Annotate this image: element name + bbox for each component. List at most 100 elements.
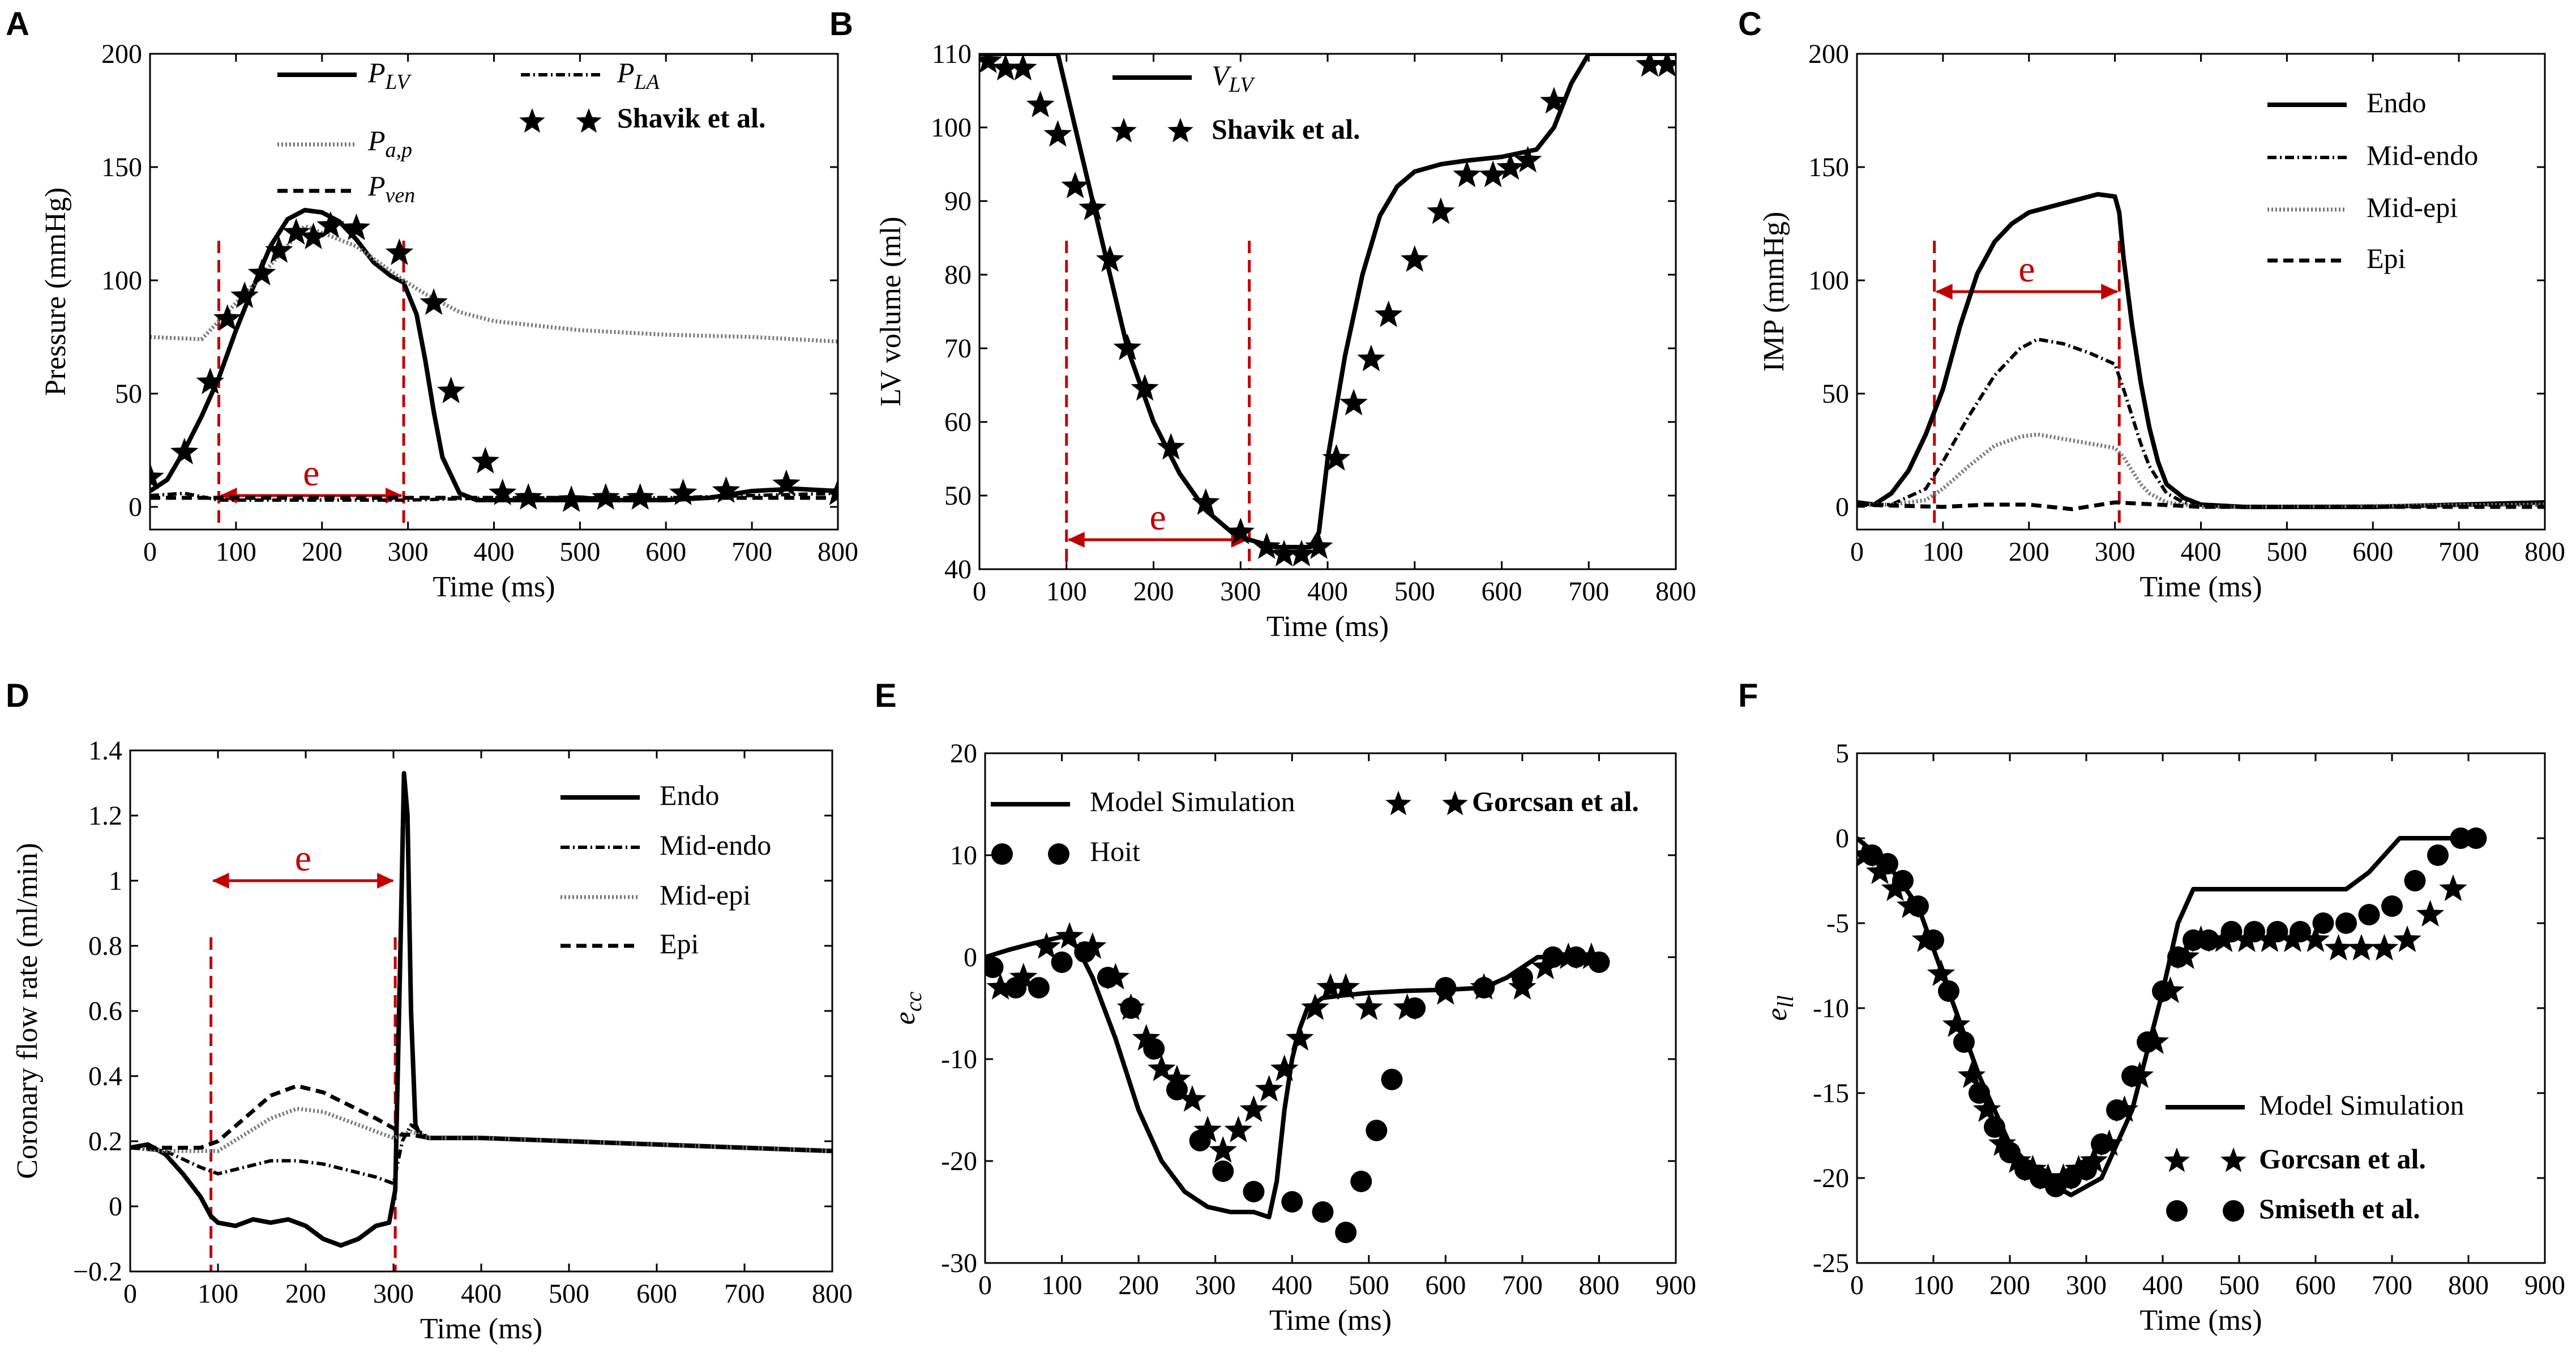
x-tick-label: 800: [818, 537, 858, 567]
series-shavik-et-al--point: [385, 238, 414, 265]
x-tick-label: 700: [2372, 1270, 2412, 1300]
x-tick-label: 600: [2295, 1270, 2336, 1300]
series-smiseth-et-al--point: [2137, 1031, 2158, 1053]
series-hoit-point: [1588, 951, 1610, 973]
y-tick-label: 100: [101, 266, 142, 296]
x-tick-label: 800: [2524, 537, 2565, 567]
series-hoit-point: [1565, 946, 1587, 968]
series-smiseth-et-al--point: [1892, 870, 1914, 891]
y-tick-label: 10: [950, 840, 977, 870]
legend-entry: Endo: [560, 779, 720, 811]
legend-star-marker: [2220, 1147, 2246, 1172]
series-smiseth-et-al--point: [1877, 853, 1898, 874]
series-shavik-et-al--point: [1252, 532, 1281, 559]
legend-label: Gorcsan et al.: [2259, 1143, 2426, 1175]
x-tick-label: 600: [1482, 577, 1522, 607]
series-gorcsan-et-al--point: [986, 973, 1015, 1000]
series-mid-epi-line: [130, 1107, 832, 1153]
series-gorcsan-et-al--point: [1239, 1095, 1268, 1122]
y-tick-label: -30: [941, 1248, 977, 1278]
x-tick-label: 0: [978, 1270, 992, 1300]
series-hoit-point: [1404, 997, 1426, 1019]
x-tick-label: 200: [302, 537, 343, 567]
y-tick-label: 100: [931, 113, 972, 143]
legend-entry: Mid-epi: [560, 879, 751, 911]
y-tick-label: 150: [101, 152, 142, 182]
series-shavik-et-al--point: [1653, 54, 1676, 77]
y-tick-label: 5: [1835, 739, 1849, 769]
series-shavik-et-al--point: [1357, 344, 1385, 372]
series-hoit-point: [1051, 951, 1073, 973]
x-tick-label: 800: [1655, 577, 1696, 607]
y-axis-label: Pressure (mmHg): [40, 187, 72, 396]
event-arrow-head-right: [2101, 284, 2119, 300]
legend-label: Pven: [367, 170, 415, 207]
series-shavik-et-al--point: [1131, 374, 1159, 401]
y-tick-label: 100: [1808, 266, 1849, 296]
y-tick-label: 70: [944, 334, 972, 364]
legend-entry: Hoit: [991, 835, 1140, 867]
legend-label: Hoit: [1090, 835, 1140, 867]
x-tick-label: 200: [1133, 577, 1174, 607]
x-tick-label: 300: [1195, 1270, 1236, 1300]
series-hoit-point: [1166, 1079, 1188, 1100]
legend-star-marker: [519, 108, 545, 133]
series-shavik-et-al--point: [489, 479, 517, 505]
legend-label: Smiseth et al.: [2259, 1193, 2420, 1224]
series-p-la-line: [150, 492, 838, 502]
series-gorcsan-et-al--point: [2439, 874, 2467, 901]
series-shavik-et-al--point: [230, 281, 259, 308]
series-shavik-et-al--point: [316, 211, 345, 238]
series-group: [130, 771, 832, 1248]
series-gorcsan-et-al--point: [2416, 900, 2445, 927]
x-tick-label: 100: [1913, 1270, 1954, 1300]
x-tick-label: 100: [1923, 537, 1963, 567]
series-model-simulation-line: [1857, 836, 2468, 1197]
y-tick-label: -15: [1813, 1078, 1849, 1108]
series-gorcsan-et-al--point: [2301, 925, 2330, 952]
y-tick-label: 40: [944, 554, 972, 584]
series-mid-endo-line: [1857, 338, 2545, 509]
series-gorcsan-et-al--point: [1032, 932, 1061, 959]
y-tick-label: 1.2: [88, 801, 122, 831]
legend-label: PLA: [617, 57, 660, 94]
x-tick-label: 100: [1042, 1270, 1082, 1300]
series-epi-line: [130, 1083, 832, 1153]
series-shavik-et-al--point: [592, 483, 620, 510]
series-v-lv-line: [979, 54, 1676, 549]
series-shavik-et-al--point: [1192, 488, 1220, 515]
legend-label: Endo: [660, 779, 720, 811]
x-tick-label: 500: [1349, 1270, 1389, 1300]
series-gorcsan-et-al--point: [2347, 934, 2376, 961]
series-shavik-et-al--point: [471, 447, 499, 473]
series-shavik-et-al--point: [669, 479, 698, 505]
series-smiseth-et-al--point: [2091, 1133, 2112, 1155]
legend-star-marker: [1442, 791, 1468, 816]
series-smiseth-et-al--point: [2358, 904, 2380, 925]
series-smiseth-et-al--point: [2404, 870, 2426, 891]
series-smiseth-et-al--point: [1984, 1116, 2005, 1138]
series-smiseth-et-al--point: [2450, 827, 2472, 849]
x-tick-label: 700: [2438, 537, 2479, 567]
y-tick-label: 0.2: [88, 1126, 122, 1157]
legend-entry: Model Simulation: [991, 786, 1295, 817]
y-tick-label: 200: [101, 39, 142, 69]
series-shavik-et-al--point: [824, 479, 838, 505]
panel-label: F: [1738, 677, 1758, 714]
plot-frame: [149, 53, 839, 531]
legend-label: Epi: [660, 928, 699, 959]
y-axis-label: ecc: [889, 991, 926, 1025]
series-shavik-et-al--point: [342, 214, 371, 240]
series-model-simulation-line: [985, 934, 1599, 1219]
series-epi-line: [1857, 500, 2545, 511]
series-shavik-et-al--point: [1157, 433, 1185, 460]
x-tick-label: 200: [1989, 1270, 2030, 1300]
series-gorcsan-et-al--point: [1355, 993, 1383, 1020]
series-hoit-point: [1350, 1171, 1372, 1192]
legend-label: Model Simulation: [1090, 786, 1295, 817]
x-tick-label: 100: [1046, 577, 1087, 607]
legend-entry: Endo: [2267, 87, 2427, 118]
series-shavik-et-al--point: [979, 54, 1003, 73]
legend-entry: Mid-endo: [2267, 139, 2478, 171]
